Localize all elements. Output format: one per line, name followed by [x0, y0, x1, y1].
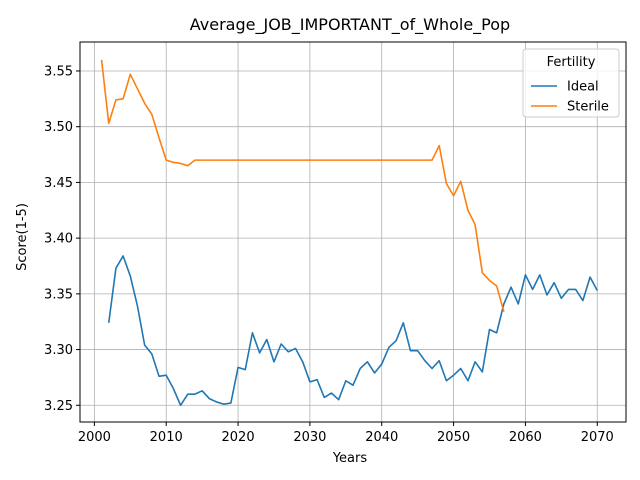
plot-frame [79, 41, 627, 423]
y-tick-label: 3.50 [44, 120, 73, 135]
y-tick-label: 3.35 [44, 287, 73, 302]
x-axis-label: Years [332, 451, 368, 466]
x-tick-label: 2010 [150, 430, 183, 445]
y-axis: 3.25 3.30 3.35 3.40 3.45 3.50 3.55 [44, 64, 80, 414]
legend-label-ideal: Ideal [567, 80, 599, 95]
y-tick-label: 3.25 [44, 399, 73, 414]
x-tick-label: 2030 [293, 430, 326, 445]
y-axis-label: Score(1-5) [15, 203, 30, 271]
series-line-sterile [100, 59, 505, 312]
x-tick-label: 2050 [437, 430, 470, 445]
x-tick-label: 2060 [509, 430, 542, 445]
series-layer [100, 59, 598, 407]
y-tick-label: 3.55 [44, 64, 73, 79]
legend-label-sterile: Sterile [567, 100, 609, 115]
grid-lines [80, 42, 626, 422]
x-tick-label: 2040 [365, 430, 398, 445]
x-axis: 2000 2010 2020 2030 2040 2050 2060 2070 [78, 422, 614, 445]
y-tick-label: 3.30 [44, 343, 73, 358]
legend-box [522, 48, 620, 118]
chart-title: Average_JOB_IMPORTANT_of_Whole_Pop [190, 15, 510, 35]
y-tick-label: 3.40 [44, 232, 73, 247]
legend-title: Fertility [547, 55, 596, 70]
legend: Fertility Ideal Sterile [522, 48, 620, 118]
series-line-ideal [107, 255, 598, 407]
y-tick-label: 3.45 [44, 176, 73, 191]
x-tick-label: 2070 [581, 430, 614, 445]
x-tick-label: 2020 [222, 430, 255, 445]
x-tick-label: 2000 [78, 430, 111, 445]
